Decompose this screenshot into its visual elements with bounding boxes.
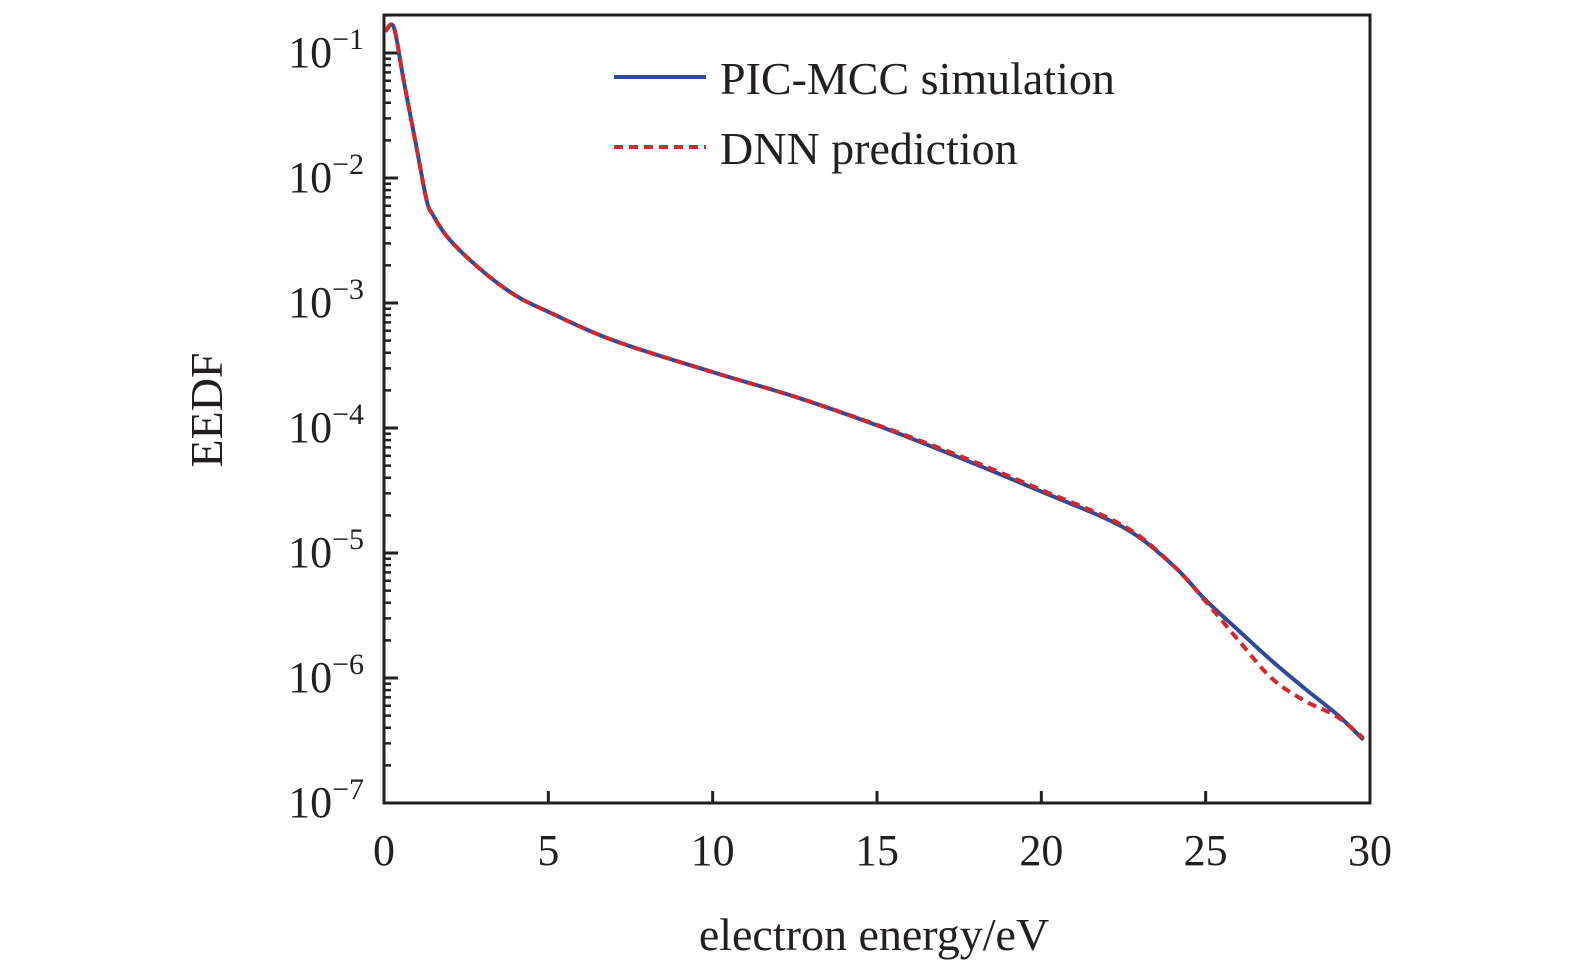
y-tick-label: 10−1: [288, 23, 364, 77]
series-line-dnn: [384, 22, 1365, 740]
legend: PIC-MCC simulation DNN prediction: [614, 53, 1115, 174]
legend-label-dnn: DNN prediction: [720, 123, 1018, 174]
y-tick-label: 10−2: [288, 148, 364, 202]
x-tick-label: 0: [373, 826, 395, 875]
legend-label-pic-mcc: PIC-MCC simulation: [720, 53, 1115, 104]
y-tick-label: 10−6: [288, 648, 364, 702]
x-tick-label: 5: [537, 826, 559, 875]
x-tick-label: 20: [1019, 826, 1063, 875]
y-tick-label: 10−4: [288, 398, 364, 452]
x-tick-label: 30: [1348, 826, 1392, 875]
y-tick-label: 10−7: [288, 773, 364, 827]
series-lines: [384, 22, 1365, 742]
x-axis-title: electron energy/eV: [699, 909, 1049, 960]
y-tick-label: 10−3: [288, 273, 364, 327]
y-axis-title: EEDF: [181, 353, 232, 468]
x-tick-label: 25: [1184, 826, 1228, 875]
x-tick-label: 10: [691, 826, 735, 875]
ticks: 0 5 10 15 20 25 30 10−1 10−2 10−3 10−4 10−5 10−6 10−7: [288, 14, 1392, 875]
x-tick-label: 15: [855, 826, 899, 875]
y-tick-label: 10−5: [288, 523, 364, 577]
